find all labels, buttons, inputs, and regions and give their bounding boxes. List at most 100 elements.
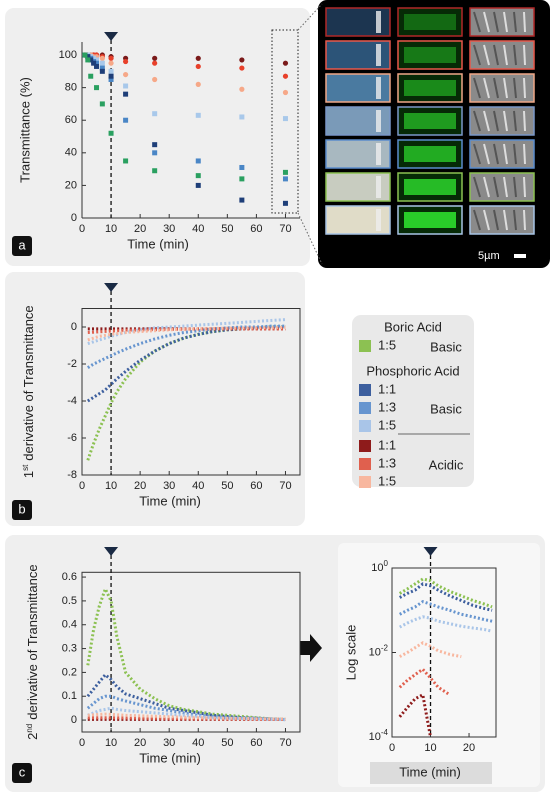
legend-swatch <box>359 440 371 452</box>
x-tick-label: 20 <box>134 223 146 235</box>
data-point <box>152 55 158 61</box>
x-tick-label: 30 <box>163 480 175 492</box>
sem-texture <box>513 176 517 198</box>
sem-texture <box>523 209 526 231</box>
sem-texture <box>483 209 490 231</box>
vial-edge <box>376 11 381 33</box>
x-tick-label: 0 <box>79 480 85 492</box>
sem-texture <box>473 77 481 99</box>
panel-label-bg <box>12 500 32 520</box>
data-point <box>152 142 158 148</box>
data-point <box>108 68 114 74</box>
data-line <box>87 327 286 334</box>
highlight-box <box>271 29 299 214</box>
label-superscript: nd <box>25 724 34 733</box>
legend-swatch <box>359 402 371 414</box>
fluorescence <box>404 80 456 96</box>
data-point <box>99 68 105 74</box>
data-point <box>282 169 288 175</box>
data-point <box>195 63 201 70</box>
label-base: 1 <box>21 471 36 478</box>
sem-texture <box>523 110 526 132</box>
x-tick-label: 20 <box>134 480 146 492</box>
data-point <box>88 57 94 63</box>
data-line <box>398 582 493 612</box>
data-point <box>99 65 105 71</box>
plot-frame <box>81 308 301 476</box>
sem-texture <box>483 77 490 99</box>
data-line <box>86 324 286 369</box>
sem-texture <box>493 110 499 132</box>
fluorescence <box>404 47 456 63</box>
data-point <box>282 60 289 66</box>
data-line <box>86 694 286 722</box>
x-tick-label: 20 <box>463 742 475 754</box>
data-point <box>239 57 245 63</box>
data-point <box>88 73 94 79</box>
data-line <box>87 318 286 346</box>
data-line <box>399 599 493 623</box>
sem-texture <box>493 143 499 165</box>
sem-texture <box>513 110 517 132</box>
panel-b-bg <box>5 272 305 526</box>
sem-texture <box>503 209 508 231</box>
vial-edge <box>376 143 381 165</box>
y-tick-label: 60 <box>65 114 77 126</box>
panel-label: b <box>18 501 25 516</box>
x-tick-label: 60 <box>250 737 262 749</box>
sem-texture <box>513 44 517 66</box>
data-point <box>85 57 91 63</box>
sem-texture <box>493 44 499 66</box>
data-point <box>123 91 129 97</box>
data-point <box>85 54 91 60</box>
data-point <box>152 60 158 66</box>
data-point <box>195 112 201 118</box>
tick-exponent: -2 <box>381 643 389 652</box>
scale-bar <box>514 254 526 258</box>
data-point <box>195 173 201 179</box>
sem-texture <box>473 176 481 198</box>
x-axis-label: Time (min) <box>127 236 189 251</box>
data-point <box>99 60 105 66</box>
legend-bg <box>352 315 474 487</box>
image-cell <box>397 40 463 70</box>
sem-texture <box>493 176 499 198</box>
plot-frame <box>81 571 301 733</box>
data-point <box>282 89 289 96</box>
data-point <box>123 83 129 89</box>
y-tick-label: 10-2 <box>369 643 389 658</box>
panel-label: a <box>18 237 26 252</box>
legend-swatch <box>359 420 371 432</box>
data-point <box>282 200 288 206</box>
legend-label: 1:5 <box>378 417 396 432</box>
x-tick-label: 30 <box>163 737 175 749</box>
sem-texture <box>503 11 508 33</box>
data-point <box>239 164 245 170</box>
zoom-line <box>297 3 323 31</box>
sem-texture <box>493 11 499 33</box>
data-point <box>123 71 129 78</box>
data-point <box>239 197 245 203</box>
tick-exponent: 0 <box>384 559 389 568</box>
sem-texture <box>473 143 481 165</box>
data-point <box>108 76 114 82</box>
data-point <box>239 114 245 120</box>
data-point <box>239 176 245 182</box>
reference-marker <box>104 547 119 556</box>
x-tick-label: 50 <box>221 737 233 749</box>
sem-texture <box>523 176 526 198</box>
x-tick-label: 70 <box>279 480 291 492</box>
sem-texture <box>513 77 517 99</box>
panel-label-bg <box>12 236 32 256</box>
data-point <box>108 130 114 136</box>
data-point <box>91 55 97 61</box>
legend-subgroup: Acidic <box>429 457 464 472</box>
x-tick-label: 10 <box>105 480 117 492</box>
x-tick-label: 30 <box>163 223 175 235</box>
label-text: derivative of Transmittance <box>21 305 36 460</box>
fluorescence <box>404 146 456 162</box>
y-tick-label: 100 <box>59 49 77 61</box>
fluorescence <box>404 212 456 228</box>
y-tick-label: 40 <box>65 147 77 159</box>
